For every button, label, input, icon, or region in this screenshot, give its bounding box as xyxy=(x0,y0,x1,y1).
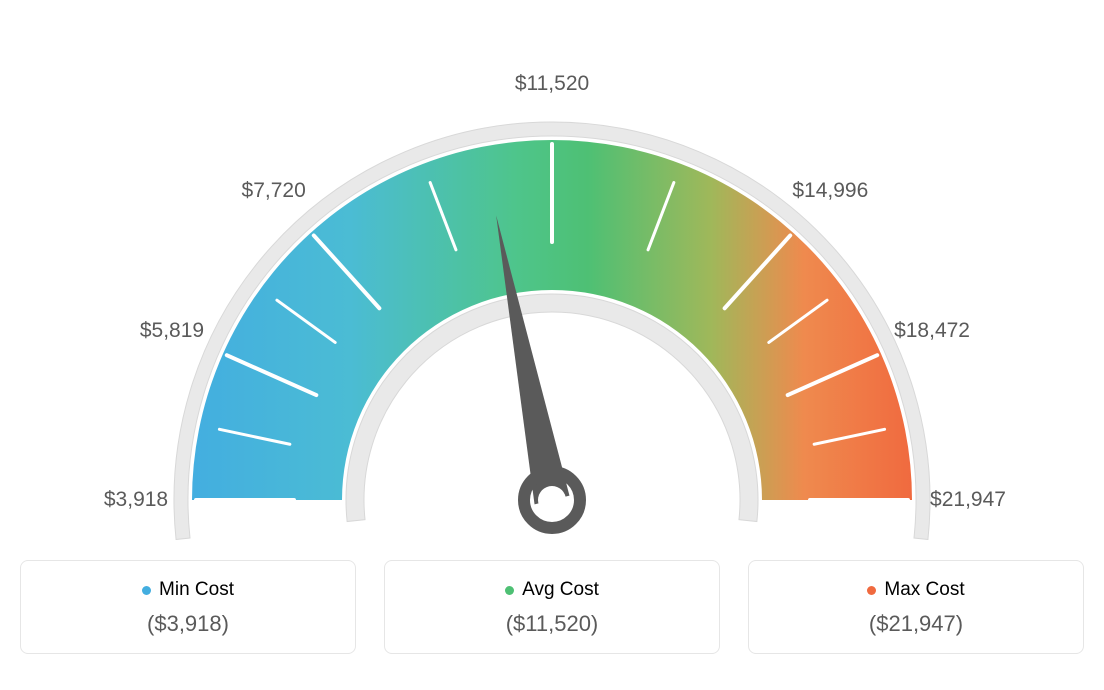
legend-dot-min xyxy=(142,586,151,595)
legend-value-max: ($21,947) xyxy=(749,611,1083,637)
legend-card-min: Min Cost ($3,918) xyxy=(20,560,356,654)
legend-title-text: Avg Cost xyxy=(522,579,599,601)
legend-title-min: Min Cost xyxy=(142,579,234,601)
gauge-tick-label: $3,918 xyxy=(104,488,168,512)
legend-title-text: Max Cost xyxy=(884,579,964,601)
gauge-tick-label: $18,472 xyxy=(894,319,970,343)
gauge-svg xyxy=(20,20,1084,540)
legend-dot-avg xyxy=(505,586,514,595)
legend-row: Min Cost ($3,918) Avg Cost ($11,520) Max… xyxy=(20,560,1084,654)
gauge-tick-label: $21,947 xyxy=(930,488,1006,512)
gauge-chart: $3,918 $5,819 $7,720 $11,520 $14,996 $18,472 $… xyxy=(20,20,1084,540)
gauge-tick-label: $7,720 xyxy=(242,179,306,203)
legend-card-avg: Avg Cost ($11,520) xyxy=(384,560,720,654)
legend-value-min: ($3,918) xyxy=(21,611,355,637)
gauge-tick-label: $14,996 xyxy=(792,179,868,203)
gauge-tick-label: $11,520 xyxy=(515,72,589,96)
legend-title-avg: Avg Cost xyxy=(505,579,599,601)
legend-dot-max xyxy=(867,586,876,595)
legend-value-avg: ($11,520) xyxy=(385,611,719,637)
legend-title-max: Max Cost xyxy=(867,579,964,601)
legend-card-max: Max Cost ($21,947) xyxy=(748,560,1084,654)
legend-title-text: Min Cost xyxy=(159,579,234,601)
gauge-tick-label: $5,819 xyxy=(140,319,204,343)
